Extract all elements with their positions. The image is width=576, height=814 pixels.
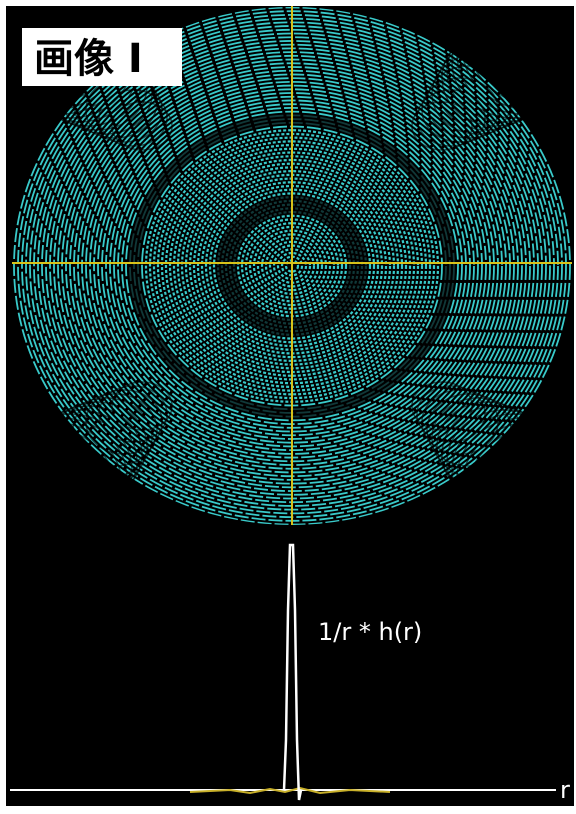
axis-label: r [560, 776, 570, 804]
figure: 画像 I 1/r * h(r) r [0, 0, 576, 814]
image-label: 画像 I [34, 36, 143, 82]
page: 画像 I 1/r * h(r) r (() => { const data = … [0, 0, 576, 814]
curve-label: 1/r * h(r) [318, 618, 422, 646]
